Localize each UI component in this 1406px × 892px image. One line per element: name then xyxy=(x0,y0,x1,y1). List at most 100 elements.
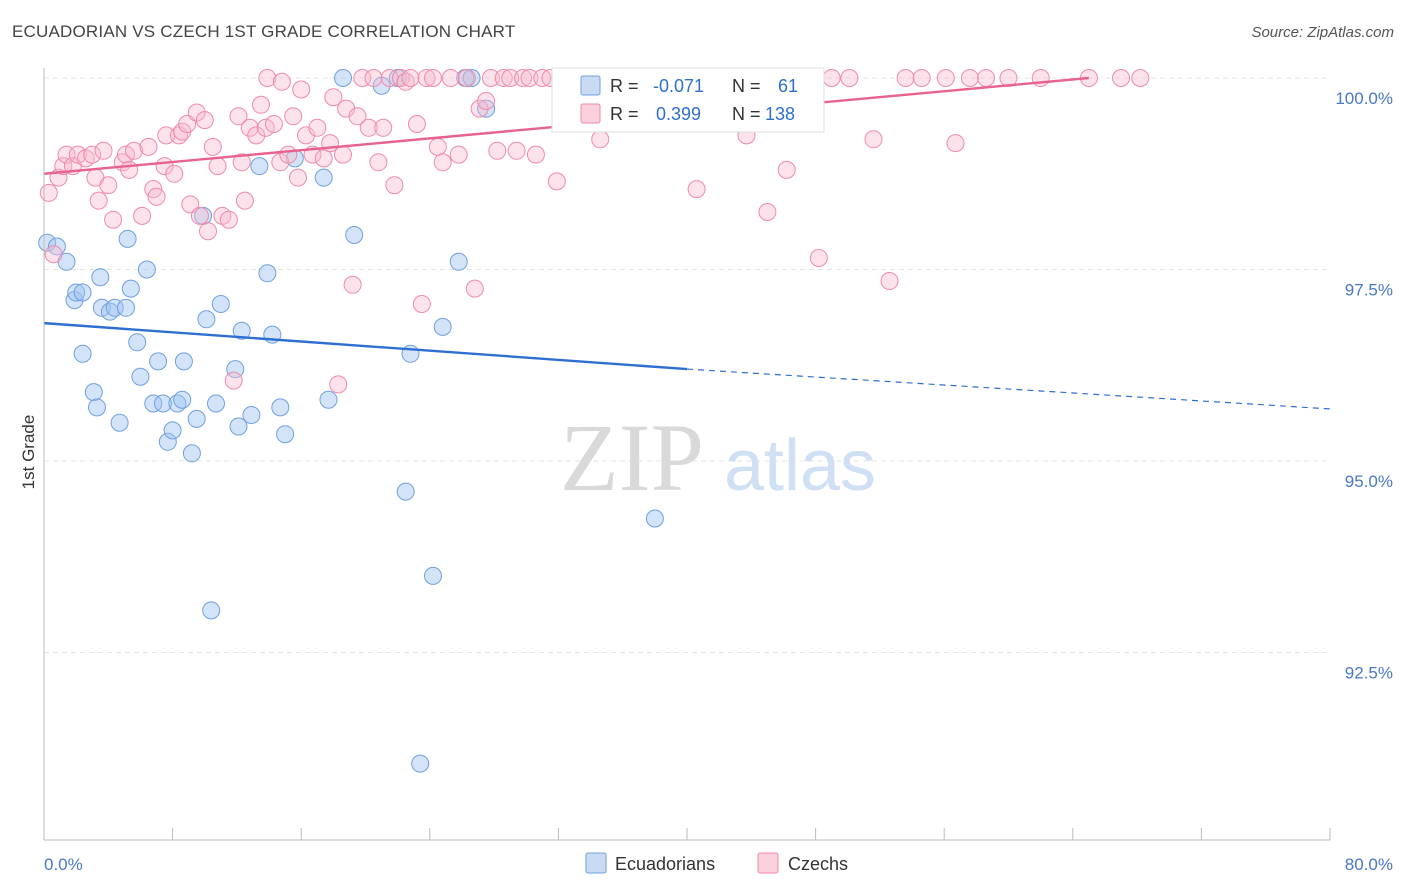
bottom-legend: Ecuadorians Czechs xyxy=(585,852,848,874)
czech-point-124 xyxy=(809,249,828,267)
ecuadorian-point-36 xyxy=(229,417,248,436)
czech-point-67 xyxy=(369,153,388,172)
stats-r-value-2: 0.399 xyxy=(656,104,701,124)
czech-point-62 xyxy=(343,275,362,294)
czech-point-41 xyxy=(240,118,259,137)
czech-point-139 xyxy=(1131,69,1150,87)
ecuadorian-point-24 xyxy=(163,421,182,440)
ecuadorian-point-13 xyxy=(84,383,103,402)
czech-point-55 xyxy=(308,118,327,137)
czech-point-128 xyxy=(880,272,899,290)
chart-title: ECUADORIAN VS CZECH 1ST GRADE CORRELATIO… xyxy=(12,22,516,41)
ecuadorian-point-23 xyxy=(158,432,177,451)
ecuadorian-point-0 xyxy=(38,233,57,252)
czech-point-45 xyxy=(258,69,277,87)
ecuadorian-trend-extension xyxy=(686,368,1331,410)
czech-point-66 xyxy=(364,69,383,87)
czech-point-84 xyxy=(470,99,489,118)
czech-point-21 xyxy=(147,187,166,206)
ecuadorian-point-43 xyxy=(276,425,295,444)
czech-point-138 xyxy=(1112,69,1130,87)
czech-point-77 xyxy=(424,69,442,87)
czech-point-129 xyxy=(896,69,915,87)
ecuadorian-point-27 xyxy=(174,352,193,371)
czech-point-16 xyxy=(120,160,139,179)
ecuadorian-point-5 xyxy=(73,283,92,302)
czech-point-1 xyxy=(44,245,63,264)
czech-point-132 xyxy=(946,134,965,153)
watermark: ZIP atlas xyxy=(560,404,876,511)
czech-point-119 xyxy=(758,203,777,221)
czech-point-31 xyxy=(195,111,214,130)
ecuadorian-point-32 xyxy=(202,601,221,620)
x-tick-label-1: 80.0% xyxy=(1345,855,1393,874)
stats-r-label-1: R = xyxy=(610,76,639,96)
czech-point-92 xyxy=(520,69,539,87)
ecuadorian-point-38 xyxy=(242,406,261,424)
czech-point-34 xyxy=(208,157,227,176)
ecuadorian-point-33 xyxy=(207,394,225,413)
source-label: Source: ZipAtlas.com xyxy=(1251,24,1394,41)
czech-point-46 xyxy=(264,115,283,133)
ecuadorian-point-48 xyxy=(345,226,364,244)
stats-n-label-2: N = xyxy=(732,104,761,124)
stats-r-value-1: -0.071 xyxy=(653,76,704,96)
ecuadorian-point-47 xyxy=(334,69,352,87)
czech-point-52 xyxy=(292,80,311,99)
czech-point-131 xyxy=(936,69,955,87)
ecuadorian-point-15 xyxy=(110,413,129,432)
ecuadorian-point-51 xyxy=(396,482,415,501)
czech-point-91 xyxy=(514,69,532,87)
czech-point-101 xyxy=(591,130,610,149)
czech-point-78 xyxy=(428,137,447,156)
czech-point-11 xyxy=(94,141,113,160)
y-axis-title: 1st Grade xyxy=(19,415,38,490)
y-tick-label-3: 92.5% xyxy=(1345,664,1393,683)
ecuadorian-point-10 xyxy=(117,298,135,317)
watermark-zip: ZIP xyxy=(560,404,704,511)
czech-point-19 xyxy=(139,137,158,156)
legend-label-czechs: Czechs xyxy=(788,854,848,874)
czech-point-49 xyxy=(279,145,298,164)
czech-point-82 xyxy=(457,69,476,87)
czech-point-43 xyxy=(252,95,270,114)
ecuadorian-point-26 xyxy=(173,390,192,409)
czech-point-133 xyxy=(960,69,979,87)
czech-point-32 xyxy=(199,222,217,241)
stats-n-value-1: 61 xyxy=(778,76,798,96)
x-tick-label-0: 0.0% xyxy=(44,855,83,874)
watermark-atlas: atlas xyxy=(724,426,876,506)
czech-point-0 xyxy=(39,183,58,202)
ecuadorian-point-34 xyxy=(211,295,230,313)
stats-r-label-2: R = xyxy=(610,104,639,124)
czech-point-17 xyxy=(125,141,143,160)
czech-point-10 xyxy=(89,191,108,210)
czech-point-39 xyxy=(232,153,251,172)
czech-point-28 xyxy=(181,195,200,214)
czech-point-58 xyxy=(324,88,343,107)
ecuadorian-point-46 xyxy=(319,390,338,409)
czech-point-68 xyxy=(374,118,393,137)
czech-point-59 xyxy=(329,375,348,394)
czech-point-36 xyxy=(219,210,238,229)
ecuadorian-point-31 xyxy=(197,310,216,329)
legend-label-ecuadorians: Ecuadorians xyxy=(615,854,715,874)
ecuadorian-point-28 xyxy=(182,444,201,463)
czech-point-8 xyxy=(83,145,102,164)
ecuadorian-point-29 xyxy=(187,409,206,428)
ecuadorian-point-12 xyxy=(73,344,92,363)
czech-point-75 xyxy=(412,295,431,313)
czech-point-38 xyxy=(229,107,248,126)
czech-point-86 xyxy=(481,69,500,87)
czech-point-56 xyxy=(314,149,333,168)
czech-point-81 xyxy=(449,145,468,164)
czech-point-63 xyxy=(348,107,367,126)
ecuadorian-point-42 xyxy=(271,398,290,417)
czech-point-93 xyxy=(526,145,545,164)
ecuadorian-point-59 xyxy=(477,99,496,118)
legend-swatch-ecuadorians xyxy=(585,852,607,874)
ecuadorian-point-53 xyxy=(411,754,430,773)
czech-point-18 xyxy=(133,206,152,225)
czech-point-121 xyxy=(777,160,796,179)
